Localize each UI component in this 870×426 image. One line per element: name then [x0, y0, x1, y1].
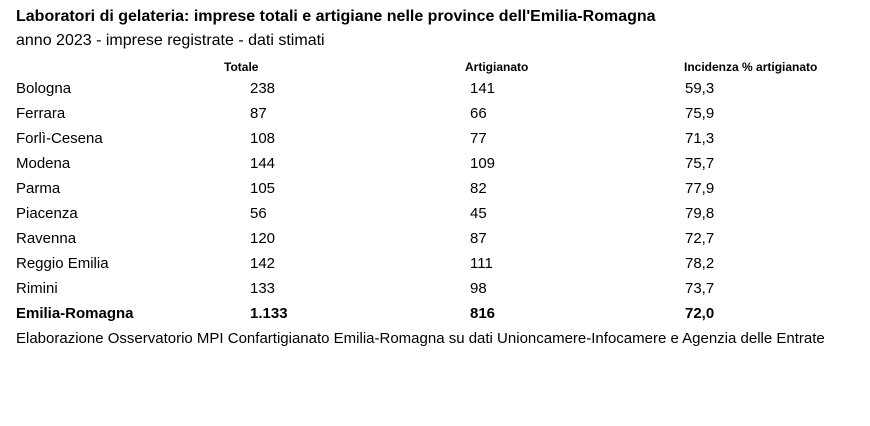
header-totale: Totale [224, 60, 259, 74]
province-name: Ravenna [16, 230, 77, 247]
value-totale: 133 [250, 280, 276, 297]
page-title: Laboratori di gelateria: imprese totali … [16, 8, 656, 25]
province-name: Bologna [16, 80, 72, 97]
value-artigianato: 87 [470, 230, 487, 247]
value-artigianato: 141 [470, 80, 496, 97]
region-name: Emilia-Romagna [16, 305, 134, 322]
value-artigianato: 45 [470, 205, 487, 222]
value-artigianato: 109 [470, 155, 496, 172]
total-totale: 1.133 [250, 305, 288, 322]
header-incidenza: Incidenza % artigianato [684, 60, 818, 74]
province-name: Piacenza [16, 205, 78, 222]
header-artigianato: Artigianato [465, 60, 529, 74]
content-wrapper: Laboratori di gelateria: imprese totali … [16, 6, 866, 351]
table-row: Ravenna 120 87 72,7 [16, 226, 866, 251]
table-total-row: Emilia-Romagna 1.133 816 72,0 [16, 301, 866, 326]
page-subtitle: anno 2023 - imprese registrate - dati st… [16, 32, 325, 49]
province-name: Parma [16, 180, 61, 197]
value-incidenza: 59,3 [685, 80, 715, 97]
table-row: Piacenza 56 45 79,8 [16, 201, 866, 226]
value-totale: 120 [250, 230, 276, 247]
value-totale: 108 [250, 130, 276, 147]
province-name: Modena [16, 155, 71, 172]
province-name: Reggio Emilia [16, 255, 109, 272]
value-totale: 105 [250, 180, 276, 197]
province-name: Forlì-Cesena [16, 130, 103, 147]
province-name: Ferrara [16, 105, 66, 122]
province-name: Rimini [16, 280, 58, 297]
value-artigianato: 111 [470, 255, 493, 272]
value-totale: 56 [250, 205, 267, 222]
header-province [16, 58, 250, 76]
value-incidenza: 79,8 [685, 205, 715, 222]
table-row: Forlì-Cesena 108 77 71,3 [16, 126, 866, 151]
value-artigianato: 77 [470, 130, 487, 147]
table-row: Rimini 133 98 73,7 [16, 276, 866, 301]
table-row: Parma 105 82 77,9 [16, 176, 866, 201]
table-row: Bologna 238 141 59,3 [16, 76, 866, 101]
value-artigianato: 82 [470, 180, 487, 197]
value-incidenza: 75,7 [685, 155, 715, 172]
table-row: Reggio Emilia 142 111 78,2 [16, 251, 866, 276]
table-row: Ferrara 87 66 75,9 [16, 101, 866, 126]
value-incidenza: 77,9 [685, 180, 715, 197]
table-header-row: Totale Artigianato Incidenza % artigiana… [16, 58, 866, 76]
value-incidenza: 71,3 [685, 130, 715, 147]
value-totale: 238 [250, 80, 276, 97]
value-totale: 87 [250, 105, 267, 122]
total-artigianato: 816 [470, 305, 496, 322]
value-incidenza: 72,7 [685, 230, 715, 247]
total-incidenza: 72,0 [685, 305, 715, 322]
value-totale: 142 [250, 255, 276, 272]
value-incidenza: 73,7 [685, 280, 715, 297]
value-artigianato: 66 [470, 105, 487, 122]
value-incidenza: 75,9 [685, 105, 715, 122]
table-row: Modena 144 109 75,7 [16, 151, 866, 176]
source-note: Elaborazione Osservatorio MPI Confartigi… [16, 330, 825, 347]
value-artigianato: 98 [470, 280, 487, 297]
value-incidenza: 78,2 [685, 255, 715, 272]
data-table: Totale Artigianato Incidenza % artigiana… [16, 58, 866, 326]
value-totale: 144 [250, 155, 276, 172]
